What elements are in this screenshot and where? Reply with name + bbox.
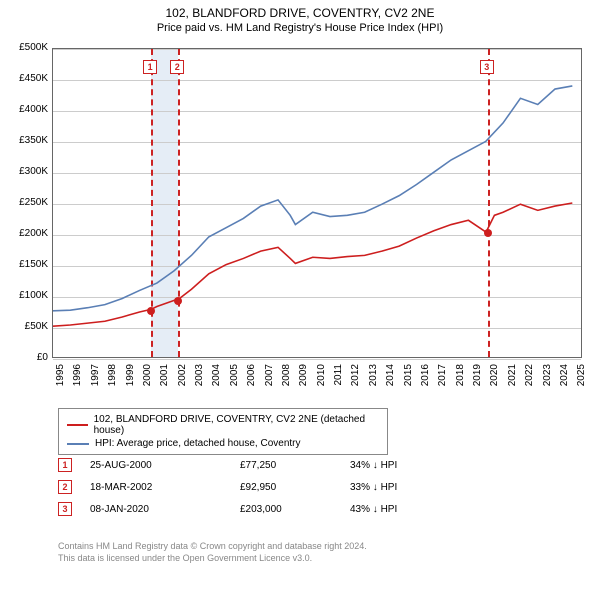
x-axis-label: 2008 <box>281 364 292 398</box>
x-axis-label: 2017 <box>437 364 448 398</box>
y-axis-label: £400K <box>6 104 48 115</box>
y-axis-label: £250K <box>6 197 48 208</box>
sales-row-delta: 34% ↓ HPI <box>350 460 460 471</box>
x-axis-label: 2018 <box>455 364 466 398</box>
x-axis-label: 2014 <box>385 364 396 398</box>
sales-row-price: £77,250 <box>240 460 350 471</box>
x-axis-label: 2005 <box>229 364 240 398</box>
sales-row-id: 2 <box>58 480 72 494</box>
sales-row-date: 25-AUG-2000 <box>90 460 240 471</box>
series-line <box>53 203 572 326</box>
legend-label: 102, BLANDFORD DRIVE, COVENTRY, CV2 2NE … <box>94 414 379 436</box>
x-axis-label: 2003 <box>194 364 205 398</box>
y-axis-label: £200K <box>6 228 48 239</box>
footer-line-2: This data is licensed under the Open Gov… <box>58 552 367 564</box>
x-axis-label: 2021 <box>507 364 518 398</box>
y-axis-label: £100K <box>6 290 48 301</box>
sale-marker-callout: 2 <box>170 60 184 74</box>
sales-row-delta: 33% ↓ HPI <box>350 482 460 493</box>
sale-marker-callout: 1 <box>143 60 157 74</box>
x-axis-label: 2009 <box>298 364 309 398</box>
series-layer <box>53 49 581 357</box>
legend-swatch <box>67 443 89 445</box>
x-axis-label: 2011 <box>333 364 344 398</box>
sales-table-row: 2 18-MAR-2002£92,95033% ↓ HPI <box>58 476 460 498</box>
x-axis-label: 2007 <box>264 364 275 398</box>
attribution-footer: Contains HM Land Registry data © Crown c… <box>58 540 367 564</box>
x-axis-label: 2006 <box>246 364 257 398</box>
sales-row-id: 1 <box>58 458 72 472</box>
x-axis-label: 2004 <box>211 364 222 398</box>
x-axis-label: 2020 <box>489 364 500 398</box>
x-axis-label: 2000 <box>142 364 153 398</box>
y-axis-label: £350K <box>6 135 48 146</box>
legend-row: 102, BLANDFORD DRIVE, COVENTRY, CV2 2NE … <box>67 413 379 437</box>
legend-row: HPI: Average price, detached house, Cove… <box>67 437 379 450</box>
sale-point-dot <box>174 297 182 305</box>
legend-swatch <box>67 424 88 426</box>
chart-legend: 102, BLANDFORD DRIVE, COVENTRY, CV2 2NE … <box>58 408 388 455</box>
y-axis-label: £500K <box>6 42 48 53</box>
x-axis-label: 2016 <box>420 364 431 398</box>
sales-row-price: £203,000 <box>240 504 350 515</box>
sale-marker-callout: 3 <box>480 60 494 74</box>
x-axis-label: 1998 <box>107 364 118 398</box>
sale-point-dot <box>484 229 492 237</box>
sales-table: 1 25-AUG-2000£77,25034% ↓ HPI 2 18-MAR-2002… <box>58 454 460 520</box>
chart-subtitle: Price paid vs. HM Land Registry's House … <box>0 20 600 40</box>
y-axis-label: £0 <box>6 352 48 363</box>
sale-point-dot <box>147 307 155 315</box>
x-axis-label: 2025 <box>576 364 587 398</box>
sales-row-date: 08-JAN-2020 <box>90 504 240 515</box>
sales-table-row: 3 08-JAN-2020£203,00043% ↓ HPI <box>58 498 460 520</box>
sales-row-id: 3 <box>58 502 72 516</box>
series-line <box>53 86 572 311</box>
x-axis-label: 1999 <box>125 364 136 398</box>
y-axis-label: £150K <box>6 259 48 270</box>
x-axis-label: 2002 <box>177 364 188 398</box>
y-gridline <box>53 359 581 360</box>
x-axis-label: 2001 <box>159 364 170 398</box>
sales-row-delta: 43% ↓ HPI <box>350 504 460 515</box>
chart-plot-area <box>52 48 582 358</box>
y-axis-label: £300K <box>6 166 48 177</box>
x-axis-label: 2024 <box>559 364 570 398</box>
sales-table-row: 1 25-AUG-2000£77,25034% ↓ HPI <box>58 454 460 476</box>
x-axis-label: 2019 <box>472 364 483 398</box>
chart-title: 102, BLANDFORD DRIVE, COVENTRY, CV2 2NE <box>0 0 600 20</box>
sales-row-date: 18-MAR-2002 <box>90 482 240 493</box>
sales-row-price: £92,950 <box>240 482 350 493</box>
x-axis-label: 2013 <box>368 364 379 398</box>
x-axis-label: 2012 <box>350 364 361 398</box>
x-axis-label: 1996 <box>72 364 83 398</box>
x-axis-label: 2015 <box>403 364 414 398</box>
y-axis-label: £50K <box>6 321 48 332</box>
legend-label: HPI: Average price, detached house, Cove… <box>95 438 301 449</box>
x-axis-label: 2023 <box>542 364 553 398</box>
x-axis-label: 1995 <box>55 364 66 398</box>
x-axis-label: 2010 <box>316 364 327 398</box>
y-axis-label: £450K <box>6 73 48 84</box>
x-axis-label: 1997 <box>90 364 101 398</box>
footer-line-1: Contains HM Land Registry data © Crown c… <box>58 540 367 552</box>
x-axis-label: 2022 <box>524 364 535 398</box>
